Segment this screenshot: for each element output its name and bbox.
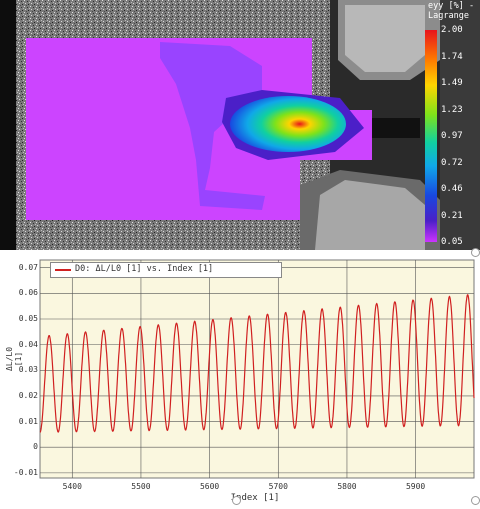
y-tick-label: 0.03	[18, 365, 38, 375]
colorbar-tick-label: 0.21	[441, 210, 463, 221]
x-tick-label: 5600	[199, 482, 220, 491]
plot-background	[39, 259, 475, 479]
y-tick-label: 0.06	[18, 288, 38, 298]
y-tick-label: 0.01	[18, 416, 38, 426]
colorbar-tick-label: 1.74	[441, 51, 463, 62]
y-tick-label: 0.02	[18, 390, 38, 400]
y-tick-label: 0.07	[18, 262, 38, 272]
resize-handle-icon[interactable]	[471, 248, 480, 257]
x-tick-label: 5700	[268, 482, 288, 491]
y-tick-label: 0.04	[18, 339, 38, 349]
resize-handle-icon[interactable]	[471, 496, 480, 505]
colorbar-tick-label: 0.05	[441, 237, 463, 247]
x-tick-label: 5400	[62, 482, 82, 491]
colorbar	[425, 30, 437, 242]
x-tick-label: 5900	[405, 482, 426, 491]
strain-image-svg	[0, 0, 480, 250]
x-tick-label: 5500	[131, 482, 151, 491]
colorbar-tick-label: 1.23	[441, 104, 463, 115]
series-line	[39, 294, 475, 433]
colorbar-tick-label: 1.49	[441, 78, 463, 88]
x-axis-label: Index [1]	[230, 493, 280, 503]
resize-handle-icon[interactable]	[232, 496, 241, 505]
colorbar-subtitle: Lagrange	[428, 11, 469, 21]
y-tick-label: 0	[33, 442, 38, 452]
plot-panel[interactable]: 0.07 0.06 0.05 0.04 0.03 0.02 0.01 0 -0.01 5400 5…	[0, 248, 480, 505]
legend-line-swatch	[55, 269, 71, 271]
specimen-left-edge	[0, 0, 16, 250]
colorbar-tick-label: 0.46	[441, 184, 463, 194]
legend[interactable]: D0: ΔL/L0 [1] vs. Index [1]	[50, 262, 282, 278]
y-tick-label: -0.01	[13, 467, 38, 477]
legend-label: D0: ΔL/L0 [1] vs. Index [1]	[75, 264, 214, 274]
x-tick-label: 5800	[337, 482, 357, 491]
y-tick-label: 0.05	[18, 313, 38, 323]
strain-hotspot	[230, 96, 346, 152]
colorbar-tick-label: 0.97	[441, 131, 463, 141]
colorbar-tick-label: 0.72	[441, 157, 463, 168]
y-axis-label: ΔL/L0 [1]	[5, 346, 23, 372]
plot-area[interactable]	[0, 250, 480, 505]
colorbar-tick-label: 2.00	[441, 25, 463, 35]
colorbar-title: eyy [%] -	[428, 1, 475, 11]
strain-image-view[interactable]: eyy [%] - Lagrange 2.00 1.74 1.49 1.23 0.97 0…	[0, 0, 480, 250]
